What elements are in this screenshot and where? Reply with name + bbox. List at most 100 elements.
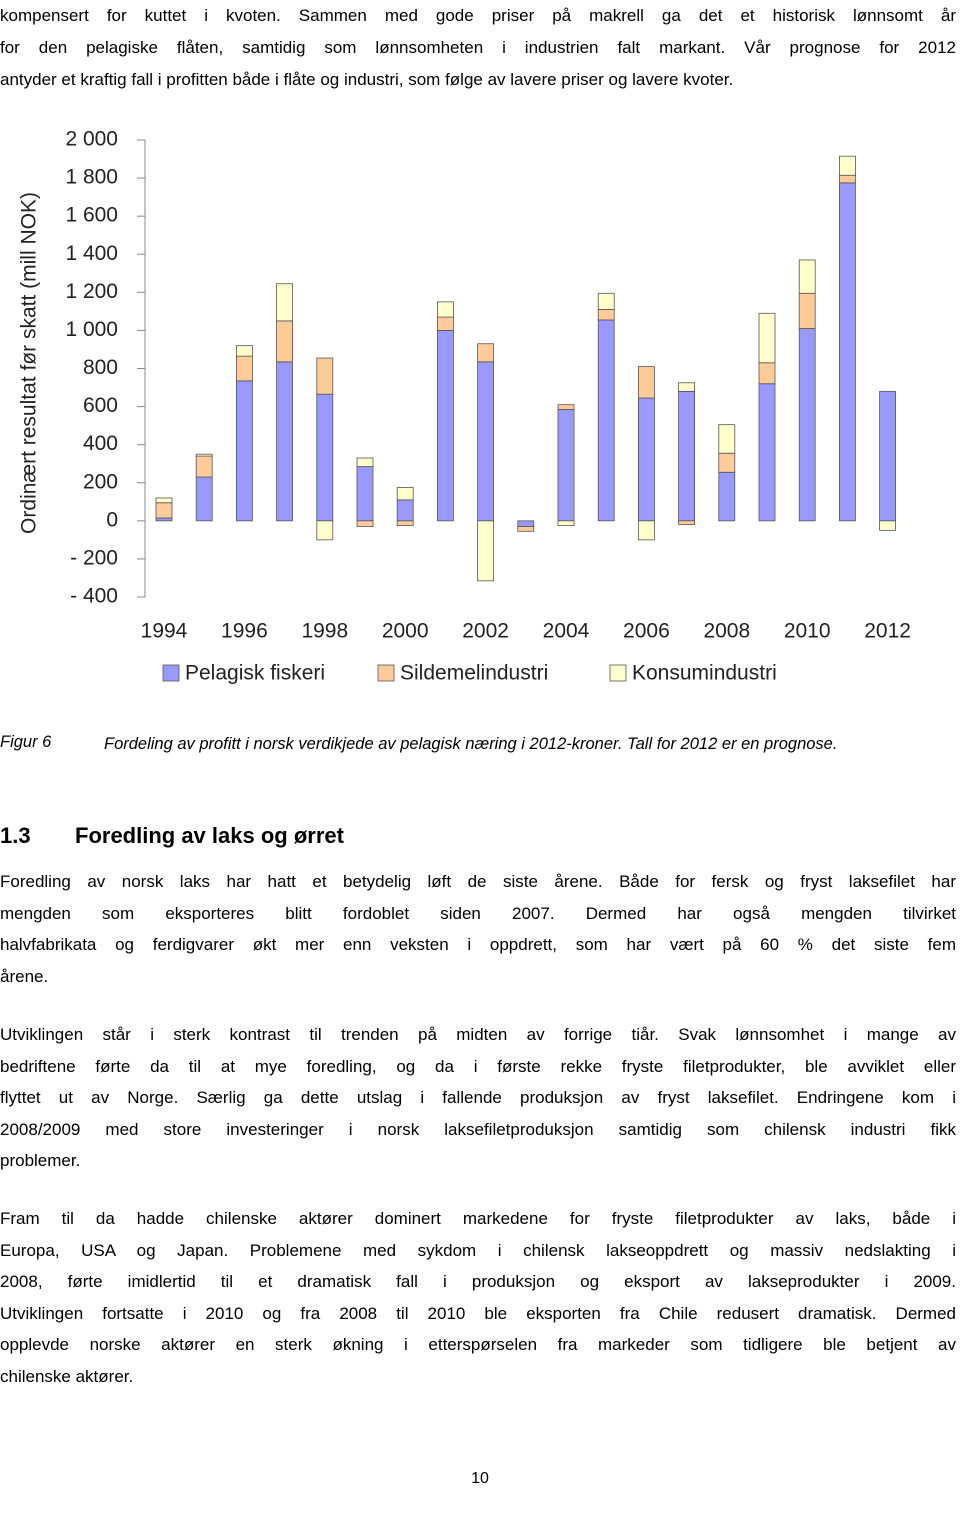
y-axis-title: Ordinært resultat før skatt (mill NOK) (18, 192, 41, 534)
bar-segment (557, 409, 575, 522)
x-tick-label: 1998 (301, 620, 348, 643)
paragraph: Fram til da hadde chilenske aktører domi… (0, 1203, 956, 1393)
bar-segment (758, 312, 776, 364)
paragraph: Foredling av norsk laks har hatt et bety… (0, 866, 956, 992)
bar-segment (356, 457, 374, 467)
bar-segment (396, 499, 414, 522)
bar-segment (195, 455, 213, 478)
text-line: årene. (0, 966, 49, 986)
bar-segment (638, 520, 655, 541)
bar-segment (597, 292, 615, 310)
bar-segment (235, 355, 253, 382)
text-line: problemer. (0, 1151, 81, 1171)
bar-segment (638, 397, 655, 522)
text-line: 2008/2009 med store investeringer i nors… (0, 1119, 956, 1139)
text-line: chilenske aktører. (0, 1366, 134, 1386)
bar-segment (155, 502, 173, 519)
x-tick-label: 2006 (623, 620, 670, 643)
bar-segment (678, 520, 695, 526)
text-line: 2008, førte imidlertid til et dramatisk … (0, 1272, 956, 1292)
text-line: Utviklingen står i sterk kontrast til tr… (0, 1025, 956, 1044)
y-tick-label: 1 400 (65, 242, 118, 265)
bar-segment (316, 393, 334, 522)
y-tick-label: - 200 (70, 546, 118, 569)
text-line: flyttet ut av Norge. Særlig ga dette uts… (0, 1088, 956, 1108)
bar-segment (436, 330, 454, 522)
bar-segment (356, 466, 374, 522)
bar-segment (155, 497, 173, 504)
bar-segment (517, 526, 535, 532)
bar-segment (557, 520, 575, 526)
section-number: 1.3 (0, 823, 31, 848)
bar-segment (718, 471, 736, 522)
bar-segment (356, 520, 374, 527)
bar-segment (235, 345, 253, 357)
x-tick-label: 2010 (784, 620, 831, 643)
text-line: bedriftene førte da til at mye foredling… (0, 1056, 956, 1076)
y-tick-label: 1 200 (65, 280, 118, 303)
text-line: halvfabrikata og ferdigvarer økt mer enn… (0, 935, 956, 955)
bar-segment (798, 292, 816, 329)
text-line: for den pelagiske flåten, samtidig som l… (0, 38, 956, 57)
page-number: 10 (471, 1470, 489, 1487)
bar-segment (597, 309, 615, 321)
x-tick-label: 2008 (703, 620, 750, 643)
bar-segment (396, 520, 414, 526)
text-line: Fram til da hadde chilenske aktører domi… (0, 1209, 956, 1228)
bar-segment (678, 382, 695, 392)
section-title: Foredling av laks og ørret (75, 823, 344, 848)
x-tick-label: 1994 (141, 620, 188, 643)
bar-segment (436, 316, 454, 331)
bar-segment (276, 283, 294, 322)
bar-segment (195, 453, 213, 457)
text-line: kompensert for kuttet i kvoten. Sammen m… (0, 6, 956, 25)
legend-swatch (609, 664, 627, 682)
bar-segment (316, 357, 334, 395)
legend-label: Sildemelindustri (400, 662, 548, 685)
y-tick-label: 1 000 (65, 318, 118, 341)
bar-segment (879, 390, 896, 522)
bar-segment (758, 362, 776, 385)
y-tick-label: 400 (83, 432, 118, 455)
bar-segment (195, 476, 213, 522)
bar-segment (758, 383, 776, 522)
bar-segment (477, 361, 495, 522)
bar-segment (798, 259, 816, 294)
x-tick-label: 2004 (543, 620, 590, 643)
bar-segment (798, 328, 816, 522)
top-text: kompensert for kuttet i kvoten. Sammen m… (0, 0, 956, 96)
y-tick-label: - 400 (70, 585, 118, 608)
y-tick-label: 800 (83, 356, 118, 379)
bar-segment (638, 366, 655, 399)
x-tick-label: 2002 (462, 620, 509, 643)
x-tick-label: 2000 (382, 620, 429, 643)
legend-swatch (162, 664, 180, 682)
y-tick-label: 0 (106, 508, 118, 531)
paragraph: Utviklingen står i sterk kontrast til tr… (0, 1019, 956, 1177)
text-line: mengden som eksporteres blitt fordoblet … (0, 903, 956, 923)
y-tick-label: 1 600 (65, 204, 118, 227)
legend-label: Pelagisk fiskeri (185, 662, 325, 685)
text-line: Europa, USA og Japan. Problemene med syk… (0, 1240, 956, 1260)
bar-segment (155, 517, 173, 522)
y-tick-label: 2 000 (65, 128, 118, 151)
text-line: opplevde norske aktører en sterk økning … (0, 1335, 956, 1355)
bar-segment (276, 361, 294, 522)
figure-label: Figur 6 (0, 733, 52, 751)
chart: Ordinært resultat før skatt (mill NOK) 2… (18, 128, 911, 685)
bar-segment (477, 520, 495, 582)
figure-caption: Fordeling av profitt i norsk verdikjede … (104, 735, 838, 753)
x-tick-label: 1996 (221, 620, 268, 643)
bar-segment (276, 320, 294, 363)
text-line: antyder et kraftig fall i profitten både… (0, 70, 734, 89)
bar-segment (839, 174, 856, 184)
bar-segment (316, 520, 334, 541)
bar-segment (557, 404, 575, 410)
legend-swatch (377, 664, 395, 682)
y-tick-label: 1 800 (65, 166, 118, 189)
y-tick-label: 600 (83, 394, 118, 417)
x-tick-label: 2012 (864, 620, 911, 643)
text-line: Utviklingen fortsatte i 2010 og fra 2008… (0, 1303, 956, 1323)
bar-segment (879, 520, 896, 531)
